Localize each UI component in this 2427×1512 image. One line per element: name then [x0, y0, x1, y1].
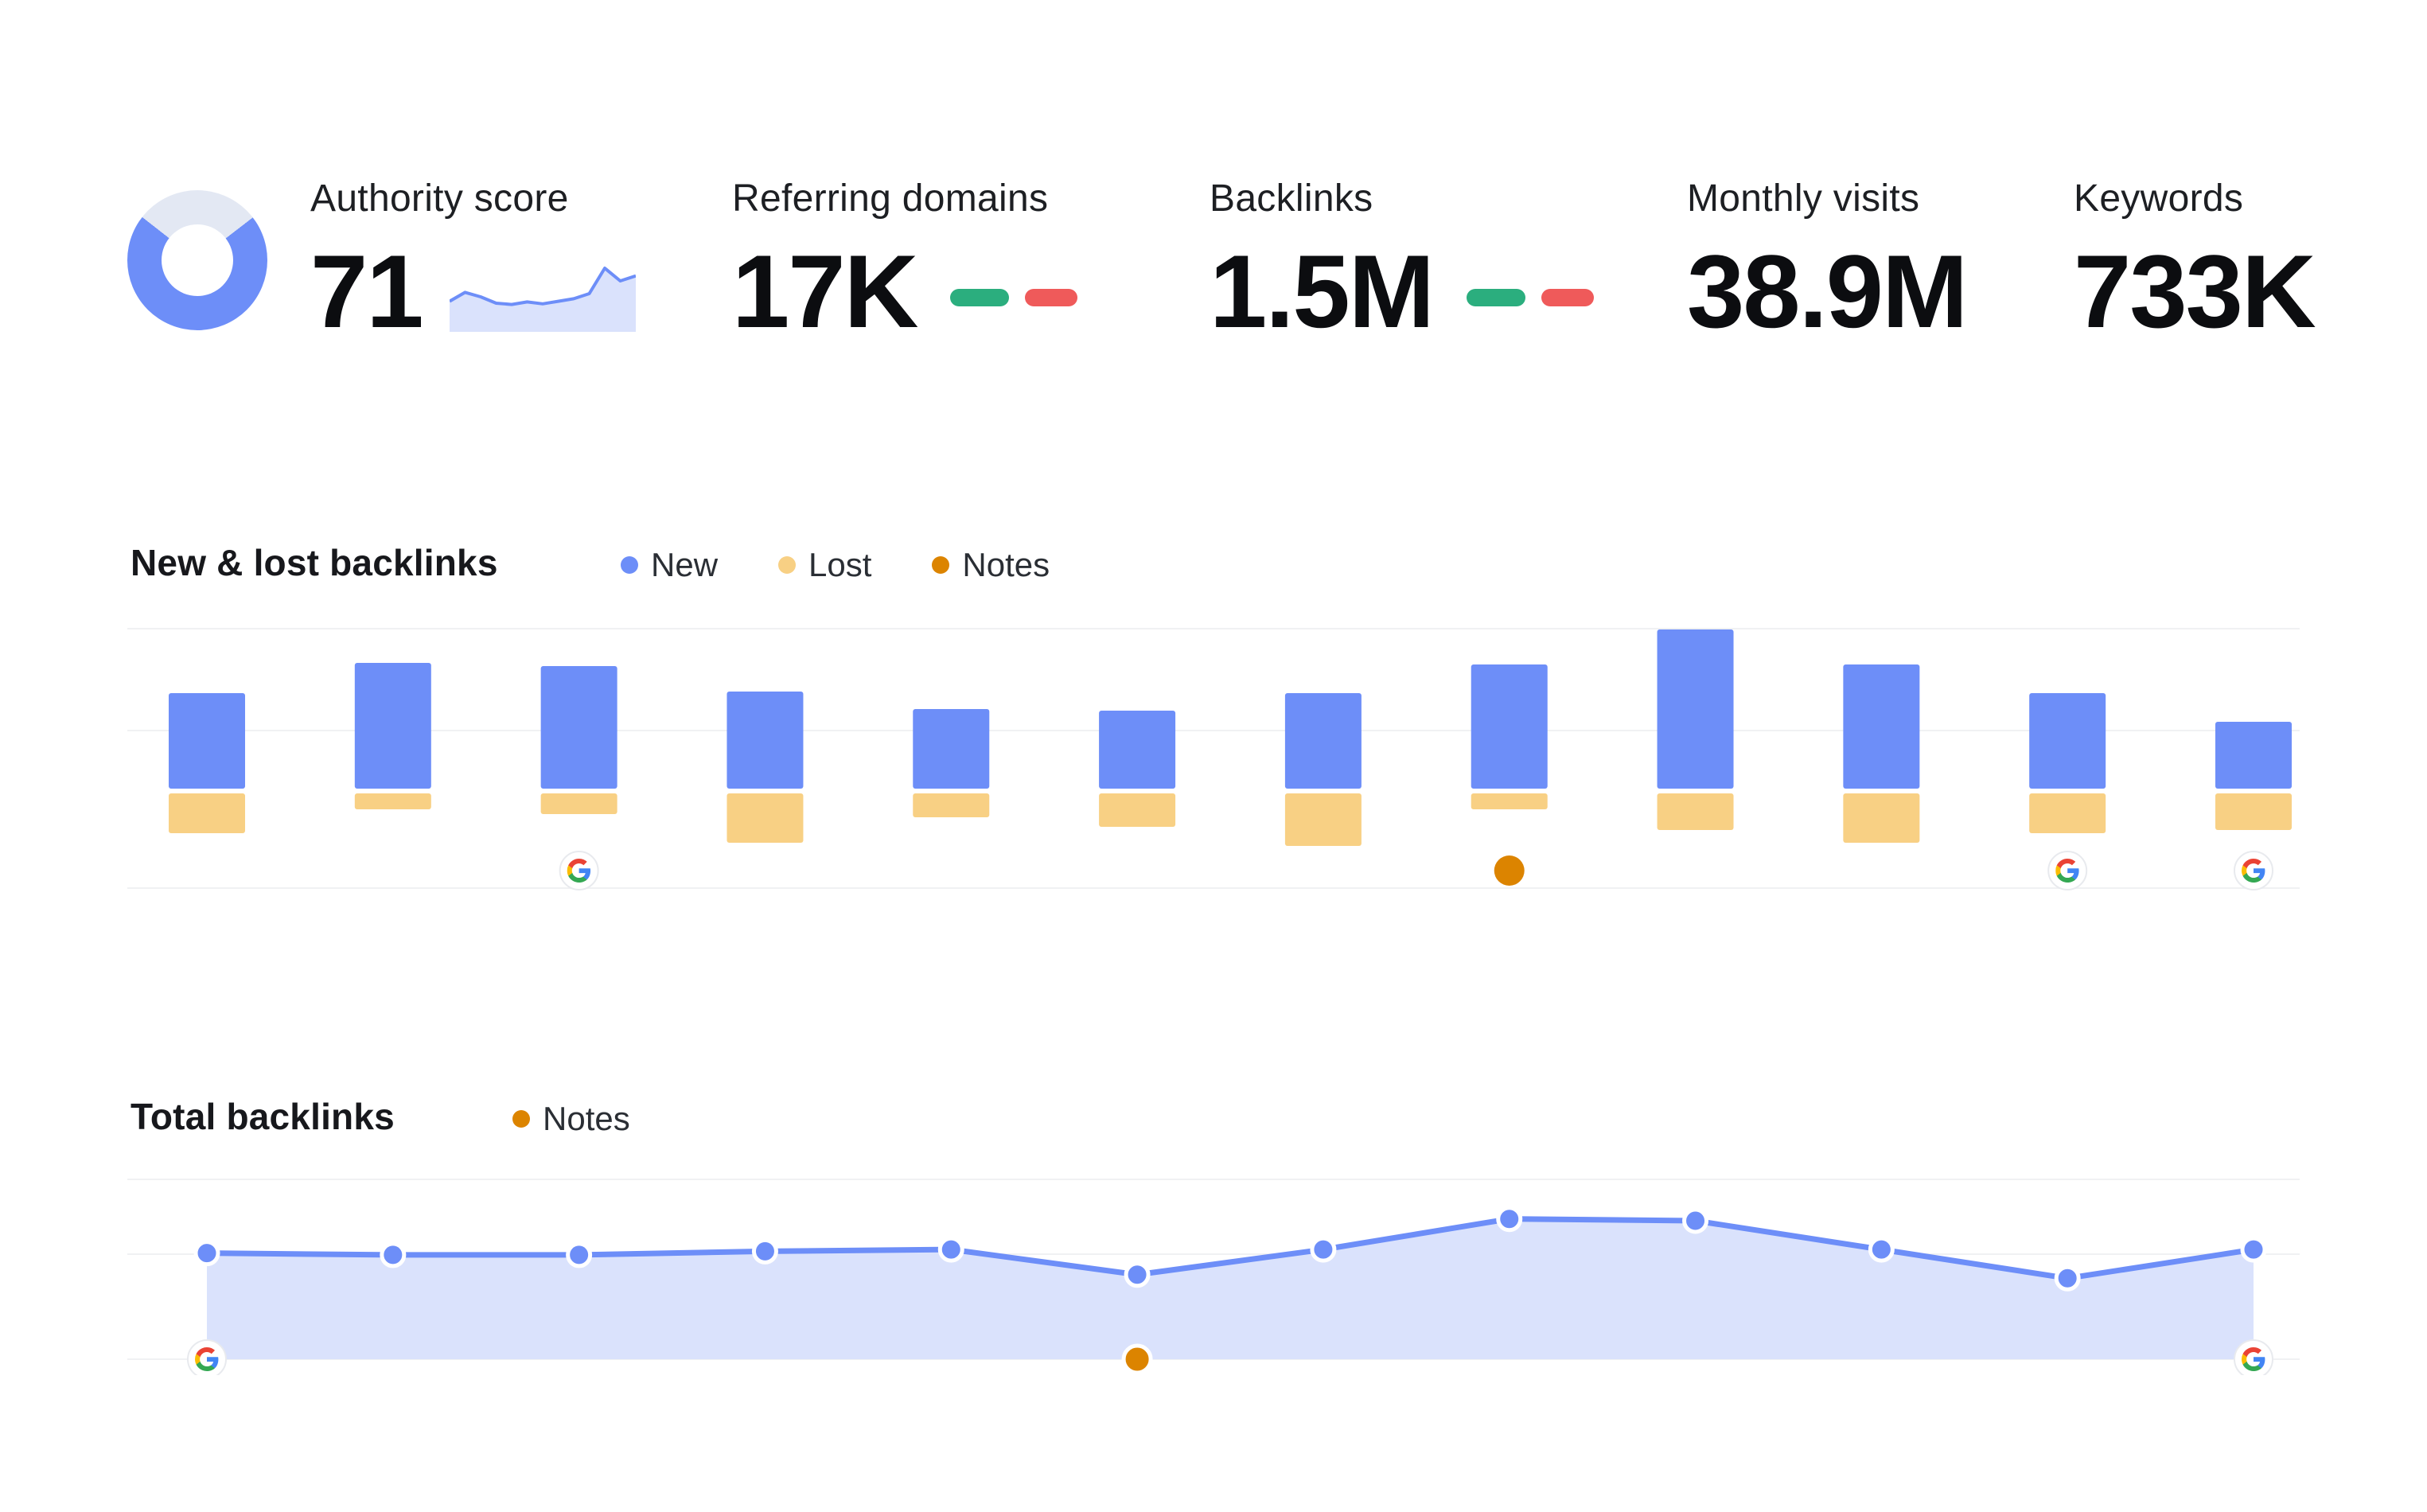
lost-backlinks-bar[interactable] [1843, 793, 1920, 843]
gained-indicator-pill [950, 289, 1010, 306]
total-backlinks-point[interactable] [2054, 1265, 2081, 1292]
chart2-legend: Notes [512, 1100, 630, 1138]
total-backlinks-point[interactable] [566, 1241, 593, 1268]
total-backlinks-point[interactable] [1124, 1261, 1151, 1288]
total-backlinks-chart[interactable] [127, 1176, 2300, 1375]
metric-label: Keywords [2074, 177, 2244, 220]
total-backlinks-point[interactable] [193, 1240, 220, 1267]
total-backlinks-point[interactable] [1682, 1207, 1709, 1234]
new-lost-backlinks-chart[interactable] [127, 625, 2300, 896]
trend-indicators [1467, 289, 1595, 306]
yellow-dot-icon [778, 556, 797, 574]
metric-value: 733K [2074, 233, 2316, 349]
new-backlinks-bar[interactable] [1471, 664, 1548, 789]
total-backlinks-point[interactable] [1496, 1206, 1523, 1233]
new-backlinks-bar[interactable] [2029, 693, 2106, 789]
orange-dot-icon [512, 1110, 530, 1128]
legend-item-notes[interactable]: Notes [512, 1100, 630, 1138]
metric-value: 38.9M [1687, 233, 1968, 349]
trend-indicators [950, 289, 1078, 306]
legend-item-new[interactable]: New [621, 546, 718, 584]
metric-monthly-visits: Monthly visits 38.9M [1687, 177, 1968, 349]
google-update-icon[interactable] [2234, 851, 2273, 890]
metric-label: Backlinks [1210, 177, 1373, 220]
total-backlinks-point[interactable] [1310, 1236, 1337, 1263]
new-backlinks-bar[interactable] [727, 692, 804, 789]
lost-backlinks-bar[interactable] [727, 793, 804, 843]
new-backlinks-bar[interactable] [1284, 693, 1362, 789]
lost-backlinks-bar[interactable] [1099, 793, 1176, 827]
new-backlinks-bar[interactable] [169, 693, 245, 789]
metric-keywords: Keywords 733K [2074, 177, 2316, 349]
metric-label: Referring domains [732, 177, 1049, 220]
metric-label: Authority score [310, 177, 569, 220]
metric-backlinks: Backlinks 1.5M [1210, 177, 1595, 349]
orange-dot-icon [932, 556, 950, 574]
google-update-icon[interactable] [559, 851, 599, 890]
total-backlinks-point[interactable] [380, 1241, 407, 1268]
legend-label: Notes [962, 546, 1050, 583]
lost-backlinks-bar[interactable] [2215, 793, 2292, 830]
donut-hole [162, 224, 233, 296]
metric-value: 1.5M [1210, 233, 1435, 349]
lost-backlinks-bar[interactable] [2029, 793, 2106, 833]
lost-backlinks-bar[interactable] [354, 793, 431, 809]
blue-dot-icon [621, 556, 638, 574]
new-backlinks-bar[interactable] [1843, 664, 1920, 789]
new-backlinks-bar[interactable] [2215, 722, 2292, 789]
section-title-new-lost-backlinks: New & lost backlinks [131, 542, 498, 583]
metric-referring-domains: Referring domains 17K [732, 177, 1078, 349]
note-dot[interactable] [1121, 1343, 1153, 1375]
lost-backlinks-bar[interactable] [540, 793, 617, 814]
lost-backlinks-bar[interactable] [913, 793, 990, 817]
new-backlinks-bar[interactable] [1657, 629, 1734, 789]
new-backlinks-bar[interactable] [540, 666, 617, 789]
new-backlinks-bar[interactable] [354, 663, 431, 789]
legend-label: New [651, 546, 719, 583]
new-backlinks-bar[interactable] [1099, 711, 1176, 789]
google-update-icon[interactable] [2234, 1339, 2273, 1375]
authority-score-donut [127, 189, 267, 330]
legend-item-notes[interactable]: Notes [932, 546, 1050, 584]
lost-backlinks-bar[interactable] [1471, 793, 1548, 809]
google-update-icon[interactable] [187, 1339, 227, 1375]
lost-backlinks-bar[interactable] [1284, 793, 1362, 846]
total-backlinks-point[interactable] [751, 1237, 778, 1265]
metric-label: Monthly visits [1687, 177, 1920, 220]
chart1-legend: New Lost Notes [621, 546, 1050, 584]
google-update-icon[interactable] [2047, 851, 2088, 890]
total-backlinks-point[interactable] [1868, 1236, 1895, 1263]
total-backlinks-point[interactable] [2240, 1236, 2267, 1263]
new-backlinks-bar[interactable] [913, 709, 990, 789]
authority-trend-sparkline [449, 267, 636, 332]
legend-item-lost[interactable]: Lost [778, 546, 871, 584]
section-title-total-backlinks: Total backlinks [131, 1096, 395, 1137]
lost-indicator-pill [1541, 289, 1595, 306]
lost-backlinks-bar[interactable] [169, 793, 245, 833]
lost-indicator-pill [1025, 289, 1078, 306]
lost-backlinks-bar[interactable] [1657, 793, 1734, 830]
note-dot[interactable] [1494, 855, 1525, 886]
legend-label: Lost [808, 546, 872, 583]
metric-authority-score: Authority score 71 [127, 177, 636, 343]
total-backlinks-point[interactable] [937, 1236, 964, 1263]
metric-value: 17K [732, 233, 918, 349]
metric-value: 71 [310, 233, 424, 349]
gained-indicator-pill [1467, 289, 1526, 306]
legend-label: Notes [543, 1100, 630, 1137]
